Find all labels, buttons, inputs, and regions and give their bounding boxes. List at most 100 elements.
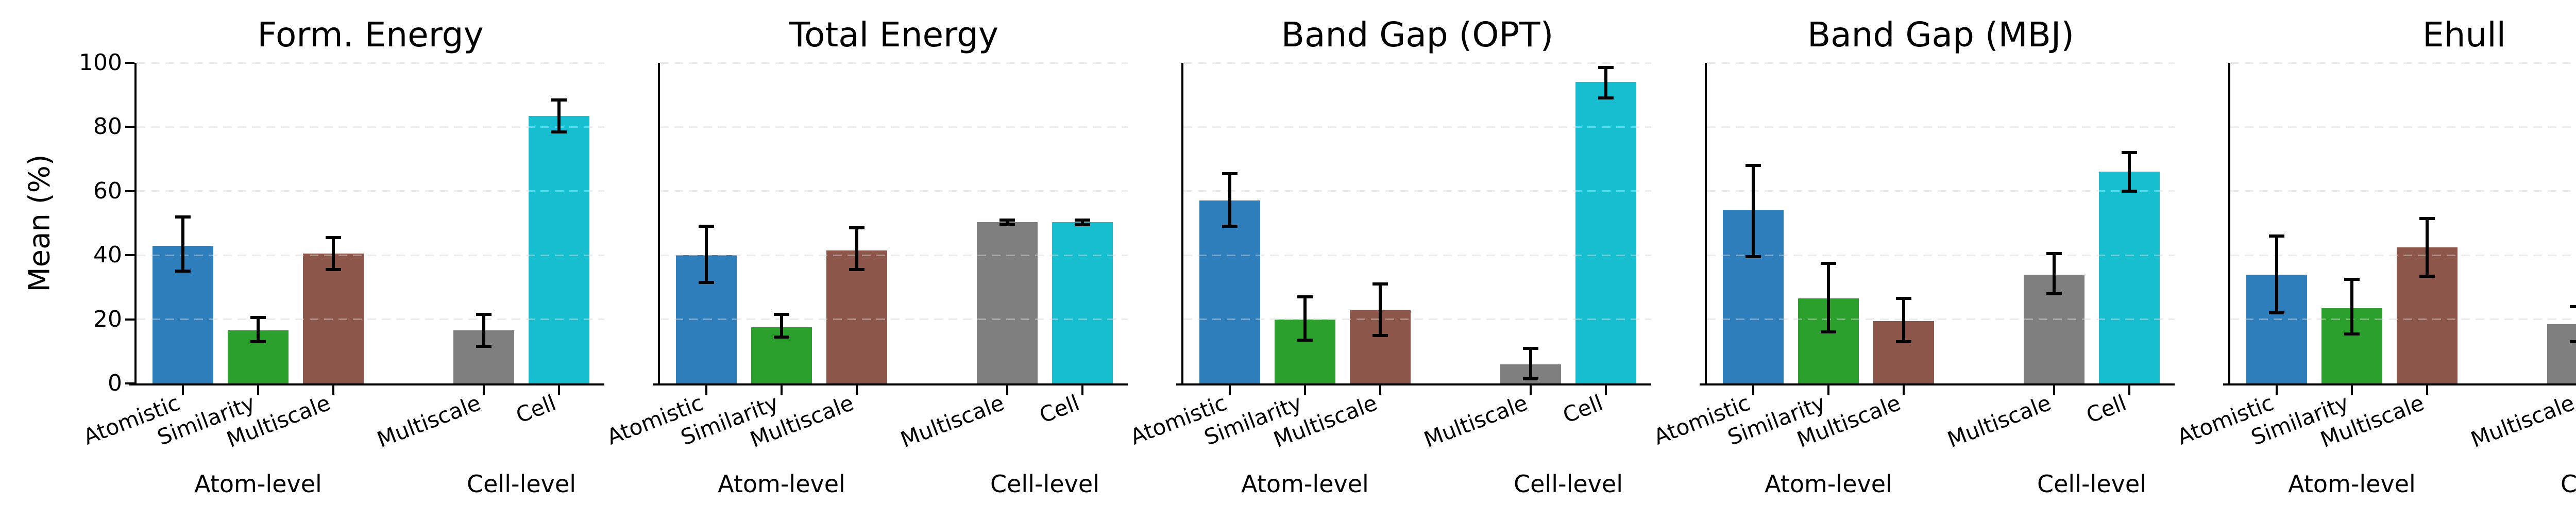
bar-multiscale-cell-level xyxy=(2547,324,2576,383)
gridline-20 xyxy=(1707,318,2175,321)
gridline-overlay-100 xyxy=(660,62,1128,64)
group-label-atom-level: Atom-level xyxy=(1765,470,1892,498)
errorbar-multiscale xyxy=(2053,254,2056,294)
errorbar-cap-top xyxy=(2269,234,2284,238)
y-tick-label-40: 40 xyxy=(93,242,122,269)
group-label-atom-level: Atom-level xyxy=(2288,470,2416,498)
errorbar-atomistic xyxy=(2275,236,2278,313)
gridline-overlay-60 xyxy=(1707,190,2175,192)
subplot-total-energy: Total Energy Atomistic Similarity Multiscal… xyxy=(603,16,1128,497)
y-axis-label: Mean (%) xyxy=(23,154,57,292)
x-tick xyxy=(1081,383,1083,395)
y-axis-spine xyxy=(1181,63,1183,385)
errorbar-atomistic xyxy=(1752,165,1755,257)
gridline-60 xyxy=(1707,190,2175,192)
y-tick-40 xyxy=(125,254,134,257)
gridline-40 xyxy=(1707,254,2175,256)
gridline-80 xyxy=(1707,126,2175,128)
errorbar-cap-bottom xyxy=(774,335,789,339)
errorbar-cap-top xyxy=(1075,218,1090,222)
x-axis-spine xyxy=(129,383,604,385)
errorbar-cell xyxy=(2128,153,2131,191)
gridline-overlay-40 xyxy=(1707,254,2175,256)
errorbar-cap-bottom xyxy=(1372,333,1388,337)
y-tick-0 xyxy=(125,382,134,384)
errorbar-cap-bottom xyxy=(2269,311,2284,315)
x-tick xyxy=(856,383,858,395)
errorbar-cap-top xyxy=(2344,277,2360,281)
errorbar-cap-top xyxy=(2046,252,2062,256)
x-tick xyxy=(781,383,783,395)
errorbar-cap-bottom xyxy=(476,345,492,348)
errorbar-cap-top xyxy=(326,236,341,239)
subplot-title: Ehull xyxy=(2422,15,2506,55)
subplot-title: Band Gap (MBJ) xyxy=(1807,15,2075,55)
bar-cell-cell-level xyxy=(2099,172,2160,383)
bar-multiscale-atom-level xyxy=(303,254,364,383)
errorbar-cap-bottom xyxy=(551,130,567,133)
errorbar-cap-top xyxy=(1297,295,1313,299)
errorbar-cap-top xyxy=(999,218,1015,222)
errorbar-cap-bottom xyxy=(1222,225,1238,228)
gridline-100 xyxy=(1707,62,2175,64)
gridline-overlay-20 xyxy=(1707,318,2175,321)
gridline-overlay-20 xyxy=(2230,318,2576,321)
x-tick xyxy=(1304,383,1306,395)
x-tick xyxy=(705,383,707,395)
x-tick xyxy=(558,383,560,395)
errorbar-cap-bottom xyxy=(699,281,714,284)
gridline-60 xyxy=(137,190,604,192)
x-tick xyxy=(332,383,334,395)
errorbar-multiscale xyxy=(2426,218,2429,276)
errorbar-multiscale xyxy=(482,314,485,347)
errorbar-cap-bottom xyxy=(175,270,191,273)
gridline-80 xyxy=(660,126,1128,128)
gridline-overlay-40 xyxy=(660,254,1128,256)
errorbar-cell xyxy=(1604,68,1607,98)
x-tick xyxy=(1827,383,1829,395)
errorbar-atomistic xyxy=(705,226,708,283)
gridline-80 xyxy=(1183,126,1651,128)
gridline-40 xyxy=(1183,254,1651,256)
gridline-overlay-100 xyxy=(1183,62,1651,64)
errorbar-cap-top xyxy=(849,226,865,230)
gridline-20 xyxy=(1183,318,1651,321)
gridline-80 xyxy=(137,126,604,128)
errorbar-multiscale xyxy=(1006,220,1009,225)
x-tick xyxy=(1903,383,1905,395)
y-axis-spine xyxy=(1705,63,1707,385)
subplot-band-gap-opt: Band Gap (OPT) Atomistic Similarity Multisc… xyxy=(1127,16,1651,497)
bar-cell-cell-level xyxy=(1575,82,1636,383)
bar-cell-cell-level xyxy=(1052,222,1113,383)
subplot-band-gap-mbj: Band Gap (MBJ) Atomistic Similarity Multisc… xyxy=(1650,16,2175,497)
gridline-overlay-40 xyxy=(2230,254,2576,256)
group-label-cell-level: Cell-level xyxy=(2561,470,2576,498)
errorbar-cap-bottom xyxy=(2570,340,2576,344)
errorbar-atomistic xyxy=(181,216,184,272)
errorbar-cap-top xyxy=(1222,172,1238,175)
group-label-cell-level: Cell-level xyxy=(2037,470,2146,498)
errorbar-cap-top xyxy=(774,313,789,316)
errorbar-cap-top xyxy=(175,215,191,219)
subplot-ehull: Ehull Atomistic Similarity Multiscale Multis… xyxy=(2174,16,2576,497)
x-tick xyxy=(483,383,485,395)
errorbar-cap-top xyxy=(1523,346,1538,350)
errorbar-cap-bottom xyxy=(1075,223,1090,227)
subplot-form-energy: Form. Energy Atomistic Similarity Multiscal… xyxy=(79,16,604,497)
y-axis-spine xyxy=(2228,63,2230,385)
errorbar-cap-bottom xyxy=(2344,332,2360,336)
x-tick xyxy=(1229,383,1231,395)
gridline-60 xyxy=(2230,190,2576,192)
errorbar-cap-bottom xyxy=(849,268,865,272)
errorbar-cap-top xyxy=(1821,261,1836,265)
x-axis-spine xyxy=(2223,383,2576,385)
gridline-overlay-60 xyxy=(1183,190,1651,192)
group-label-atom-level: Atom-level xyxy=(1241,470,1369,498)
errorbar-cap-top xyxy=(2419,216,2435,220)
errorbar-cap-bottom xyxy=(1297,339,1313,342)
subplot-title: Total Energy xyxy=(789,15,999,55)
gridline-overlay-60 xyxy=(137,190,604,192)
x-axis-spine xyxy=(653,383,1128,385)
group-label-cell-level: Cell-level xyxy=(990,470,1099,498)
